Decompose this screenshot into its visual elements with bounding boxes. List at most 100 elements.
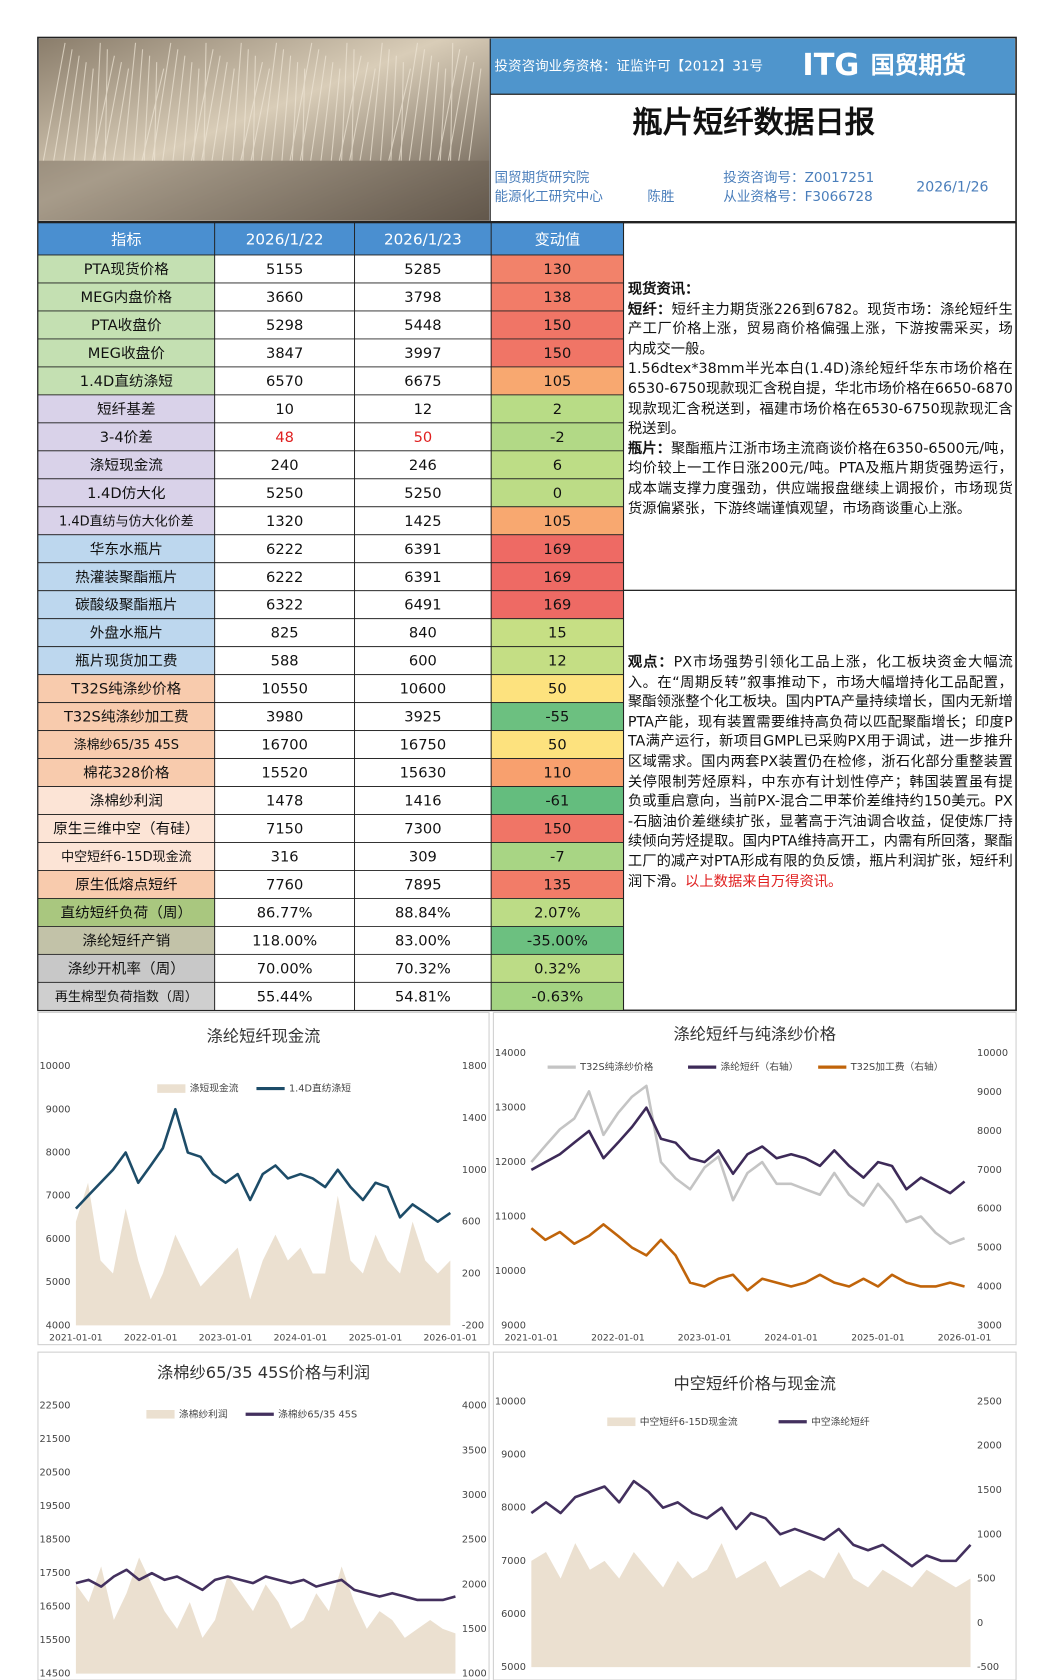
- thread: [94, 42, 101, 161]
- x-tick-label: 2023-01-01: [199, 1333, 253, 1344]
- x-tick-label: 2021-01-01: [505, 1333, 559, 1344]
- thread: [250, 68, 270, 161]
- y-tick-label: 11000: [495, 1212, 526, 1223]
- column-header: 指标: [111, 231, 141, 249]
- y-tick-label: 20500: [39, 1468, 70, 1479]
- table-cell: [354, 758, 492, 787]
- cell-value: 6222: [266, 569, 303, 586]
- cell-value: 3997: [404, 345, 441, 362]
- table-cell: [354, 282, 492, 312]
- table-cell: [214, 310, 356, 340]
- row-label: 华东水瓶片: [90, 541, 163, 558]
- table-cell: [214, 898, 356, 927]
- note-heading: 瓶片：: [627, 441, 672, 458]
- note-heading: 现货资讯：: [627, 281, 700, 298]
- table-cell: [354, 562, 492, 592]
- y2-tick-label: 200: [462, 1269, 481, 1280]
- y2-tick-label: 1000: [462, 1669, 487, 1680]
- report-date: 2026/1/26: [916, 180, 988, 196]
- row-label: T32S纯涤纱加工费: [63, 709, 189, 726]
- table-cell: [214, 842, 356, 871]
- table-cell: [214, 534, 356, 564]
- legend-label: 中空涤纶短纤: [811, 1415, 870, 1428]
- cell-value: 5250: [404, 485, 441, 502]
- thread: [349, 62, 369, 161]
- y2-tick-label: -200: [462, 1320, 484, 1331]
- x-tick-label: 2024-01-01: [274, 1333, 328, 1344]
- line-series: [530, 1223, 965, 1292]
- cell-value: 1416: [404, 793, 441, 810]
- table-cell: [354, 786, 492, 815]
- table-cell: [37, 282, 216, 312]
- thread: [289, 42, 313, 161]
- cell-value: 130: [543, 261, 571, 278]
- thread: [92, 55, 115, 161]
- table-cell: [214, 366, 356, 396]
- table-cell: [490, 646, 624, 676]
- paragraph: 瓶片：聚酯瓶片江浙市场主流商谈价格在6350-6500元/吨，均价较上一工作日涨…: [628, 440, 1013, 520]
- thread: [398, 42, 419, 161]
- cell-value: 118.00%: [252, 933, 317, 950]
- table-cell: [37, 981, 216, 1011]
- thread: [369, 42, 383, 161]
- row-label: PTA现货价格: [84, 261, 170, 278]
- y-tick-label: 14000: [495, 1048, 526, 1059]
- y-tick-label: 9000: [501, 1450, 526, 1461]
- row-label: 热灌装聚酯瓶片: [75, 569, 177, 586]
- thread: [388, 68, 411, 161]
- cell-value: 7760: [266, 877, 303, 894]
- cell-value: 7150: [266, 821, 303, 838]
- legend-label: 涤棉纱利润: [179, 1407, 228, 1420]
- cell-value: -35.00%: [527, 933, 588, 950]
- table-cell: [354, 926, 492, 955]
- legend-label: T32S加工费（右轴）: [850, 1060, 944, 1073]
- table-cell: [214, 618, 356, 648]
- table-cell: [354, 310, 492, 340]
- table-cell: [354, 450, 492, 480]
- y2-tick-label: 1000: [977, 1529, 1002, 1540]
- table-cell: [354, 842, 492, 871]
- note-text: 1.56dtex*38mm半光本白(1.4D)涤纶短纤华东市场价格在6530-6…: [627, 361, 1013, 438]
- cell-value: 5285: [404, 261, 441, 278]
- y2-tick-label: 2000: [462, 1579, 487, 1590]
- x-tick-label: 2025-01-01: [349, 1333, 403, 1344]
- table-cell: [37, 702, 216, 732]
- cell-value: 88.84%: [395, 905, 451, 922]
- logo-mark: ITG: [802, 48, 859, 83]
- cell-value: 3980: [266, 709, 303, 726]
- cell-value: 50: [548, 737, 567, 754]
- row-label: 涤棉纱65/35 45S: [74, 738, 179, 753]
- chart-frame: [492, 1011, 1017, 1346]
- thread: [190, 49, 214, 161]
- table-cell: [490, 282, 624, 312]
- row-label: 原生低熔点短纤: [75, 877, 177, 894]
- cell-value: 169: [543, 569, 571, 586]
- table-cell: [354, 870, 492, 899]
- cell-value: 5298: [266, 317, 303, 334]
- cell-value: 5250: [266, 485, 303, 502]
- thread: [141, 68, 165, 161]
- y2-tick-label: 3500: [462, 1445, 487, 1456]
- cell-value: 6: [553, 457, 562, 474]
- row-label: 再生棉型负荷指数（周）: [55, 990, 198, 1005]
- cell-value: 50: [548, 681, 567, 698]
- thread: [419, 55, 433, 161]
- y2-tick-label: 7000: [977, 1165, 1002, 1176]
- thread: [63, 55, 80, 161]
- y2-tick-label: 4000: [462, 1401, 487, 1412]
- table-cell: [37, 758, 216, 787]
- thread: [73, 62, 87, 161]
- cell-value: 7895: [404, 877, 441, 894]
- cell-value: -2: [550, 429, 565, 446]
- area-series: [75, 1182, 451, 1326]
- y2-tick-label: 2500: [462, 1535, 487, 1546]
- y-tick-label: 8000: [501, 1503, 526, 1514]
- x-tick-label: 2024-01-01: [764, 1333, 818, 1344]
- cell-value: 3925: [404, 709, 441, 726]
- table-cell: [214, 562, 356, 592]
- note-text: 以上数据来自万得资讯。: [685, 873, 843, 890]
- cell-value: 55.44%: [257, 988, 313, 1005]
- table-cell: [354, 814, 492, 843]
- x-tick-label: 2026-01-01: [938, 1333, 992, 1344]
- table-cell: [354, 534, 492, 564]
